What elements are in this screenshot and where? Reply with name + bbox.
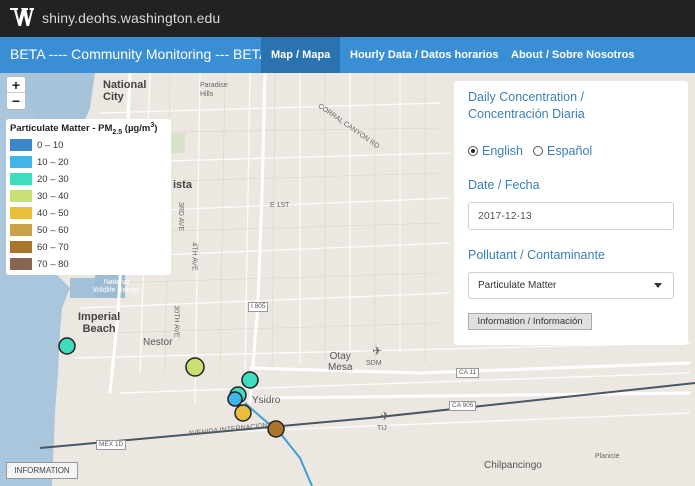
legend-swatch bbox=[10, 156, 32, 168]
legend-label: 50 – 60 bbox=[37, 224, 69, 236]
legend-swatch bbox=[10, 190, 32, 202]
label-tij: TIJ bbox=[377, 425, 387, 432]
site-url[interactable]: shiny.deohs.washington.edu bbox=[42, 10, 221, 26]
legend-swatch bbox=[10, 224, 32, 236]
radio-spanish[interactable] bbox=[533, 146, 543, 156]
label-e-1st: E 1ST bbox=[270, 202, 290, 209]
label-nestor: Nestor bbox=[143, 337, 173, 348]
svg-text:✈: ✈ bbox=[372, 344, 382, 358]
uw-w-logo-icon[interactable] bbox=[10, 6, 34, 28]
monitor-marker[interactable] bbox=[267, 420, 285, 438]
legend-row: 20 – 30 bbox=[10, 173, 69, 185]
legend-label: 0 – 10 bbox=[37, 139, 64, 151]
legend-swatch bbox=[10, 139, 32, 151]
monitor-marker[interactable] bbox=[227, 391, 243, 407]
label-san-ysidro: Ysidro bbox=[252, 395, 281, 406]
label-planicie: Planicie bbox=[595, 453, 620, 460]
label-chula-vista: ista bbox=[173, 179, 192, 191]
pollutant-label: Pollutant / Contaminante bbox=[468, 248, 605, 262]
zoom-out-button[interactable]: − bbox=[11, 93, 21, 109]
monitor-marker[interactable] bbox=[234, 404, 252, 422]
legend-row: 40 – 50 bbox=[10, 207, 69, 219]
monitor-marker[interactable] bbox=[185, 357, 205, 377]
date-label: Date / Fecha bbox=[468, 178, 540, 192]
tab-map[interactable]: Map / Mapa bbox=[261, 37, 341, 73]
label-otay-mesa: Otay Mesa bbox=[328, 351, 353, 373]
zoom-in-button[interactable]: + bbox=[7, 77, 25, 93]
brand-title[interactable]: BETA ---- Community Monitoring --- BETA bbox=[10, 46, 269, 62]
label-wildlife-refuge: National Wildlife Refuge bbox=[93, 279, 141, 294]
panel-heading: Daily Concentration / Concentración Diar… bbox=[468, 89, 585, 123]
road-mex1d: MEX 1D bbox=[96, 440, 127, 450]
zoom-control: + − bbox=[6, 76, 26, 110]
tab-about[interactable]: About / Sobre Nosotros bbox=[511, 49, 635, 61]
legend-row: 30 – 40 bbox=[10, 190, 69, 202]
svg-text:✈: ✈ bbox=[380, 409, 390, 423]
label-imperial-beach: Imperial Beach bbox=[78, 311, 121, 335]
site-header: shiny.deohs.washington.edu bbox=[0, 0, 695, 37]
legend-label: 60 – 70 bbox=[37, 241, 69, 253]
pollutant-select[interactable]: Particulate Matter bbox=[468, 272, 674, 299]
label-sdm: SDM bbox=[366, 360, 382, 367]
road-ca905: CA 905 bbox=[449, 401, 477, 411]
legend-swatch bbox=[10, 241, 32, 253]
radio-spanish-label[interactable]: Español bbox=[547, 144, 593, 158]
label-paradise-hills: Paradise Hills bbox=[200, 82, 228, 98]
road-i805: I 805 bbox=[248, 302, 269, 312]
legend-row: 60 – 70 bbox=[10, 241, 69, 253]
monitor-marker[interactable] bbox=[241, 371, 259, 389]
monitor-layer bbox=[58, 337, 285, 438]
caret-down-icon bbox=[654, 283, 662, 288]
pm25-legend: Particulate Matter - PM2.5 (µg/m3) 0 – 1… bbox=[6, 119, 171, 275]
date-input[interactable]: 2017-12-13 bbox=[468, 202, 674, 230]
legend-swatch bbox=[10, 173, 32, 185]
radio-english-label[interactable]: English bbox=[482, 144, 523, 158]
legend-row: 50 – 60 bbox=[10, 224, 69, 236]
language-radio-group: English Español bbox=[468, 144, 602, 158]
legend-label: 30 – 40 bbox=[37, 190, 69, 202]
map-information-button[interactable]: INFORMATION bbox=[6, 462, 78, 479]
tab-hourly-data[interactable]: Hourly Data / Datos horarios bbox=[350, 49, 499, 61]
legend-label: 10 – 20 bbox=[37, 156, 69, 168]
road-ca11: CA 11 bbox=[456, 368, 480, 378]
legend-row: 10 – 20 bbox=[10, 156, 69, 168]
legend-label: 40 – 50 bbox=[37, 207, 69, 219]
monitor-marker[interactable] bbox=[58, 337, 76, 355]
legend-swatch bbox=[10, 258, 32, 270]
control-panel: Daily Concentration / Concentración Diar… bbox=[454, 81, 688, 345]
legend-title: Particulate Matter - PM2.5 (µg/m3) bbox=[10, 122, 158, 137]
radio-english[interactable] bbox=[468, 146, 478, 156]
legend-label: 20 – 30 bbox=[37, 173, 69, 185]
panel-heading-line2: Concentración Diaria bbox=[468, 107, 585, 121]
navbar: BETA ---- Community Monitoring --- BETA … bbox=[0, 37, 695, 73]
legend-swatch bbox=[10, 207, 32, 219]
panel-heading-line1: Daily Concentration / bbox=[468, 90, 585, 104]
legend-row: 70 – 80 bbox=[10, 258, 69, 270]
information-button[interactable]: Information / Información bbox=[468, 313, 592, 330]
pollutant-select-value: Particulate Matter bbox=[478, 280, 557, 291]
label-national-city: National City bbox=[103, 79, 147, 103]
label-chilpancingo: Chilpancingo bbox=[484, 460, 542, 471]
legend-row: 0 – 10 bbox=[10, 139, 63, 151]
legend-label: 70 – 80 bbox=[37, 258, 69, 270]
